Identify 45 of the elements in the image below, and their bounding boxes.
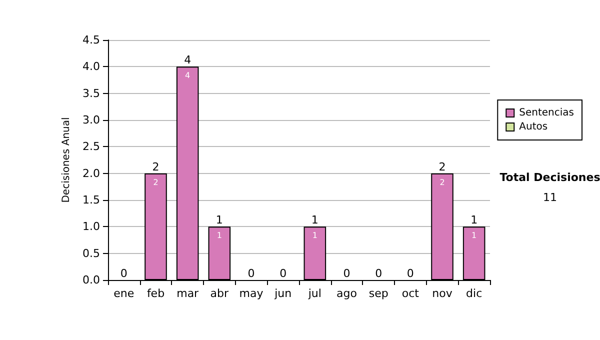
total-label: 0 xyxy=(120,267,128,280)
y-tick-label: 3.5 xyxy=(82,86,100,100)
y-tick-label: 0.5 xyxy=(82,246,100,260)
x-tick-label: abr xyxy=(210,287,230,300)
total-label: 4 xyxy=(184,54,192,67)
x-tick-label: nov xyxy=(432,287,453,300)
total-label: 0 xyxy=(343,267,350,280)
total-label: 1 xyxy=(311,214,318,227)
legend-label: Autos xyxy=(519,122,548,132)
data-label: 1 xyxy=(216,231,222,240)
x-tick-label: sep xyxy=(368,287,388,300)
x-tick-label: jun xyxy=(274,287,292,300)
y-tick-label: 3.0 xyxy=(82,114,100,126)
data-label: 4 xyxy=(185,71,190,80)
total-label: 0 xyxy=(406,267,414,280)
text: 11 xyxy=(543,191,557,204)
y-tick-label: 0.0 xyxy=(82,274,100,286)
y-tick-label: 4.5 xyxy=(82,34,100,46)
data-label: 1 xyxy=(472,231,477,240)
x-tick-label: ago xyxy=(336,287,358,300)
x-tick-label: may xyxy=(239,287,264,300)
total-label: 1 xyxy=(216,214,223,227)
data-label: 1 xyxy=(312,231,318,240)
x-tick-label: jul xyxy=(307,287,322,300)
total-label: 0 xyxy=(248,267,255,280)
x-tick-label: ene xyxy=(114,287,134,300)
x-tick-label: mar xyxy=(176,287,200,300)
y-tick-label: 2.5 xyxy=(82,140,100,154)
total-label: 0 xyxy=(375,267,382,280)
data-label: 2 xyxy=(153,178,158,187)
x-tick-label: dic xyxy=(466,287,482,300)
legend-label: Sentencias xyxy=(519,108,574,118)
total-label: 2 xyxy=(438,160,446,174)
y-tick-label: 4.0 xyxy=(82,60,100,74)
x-tick-label: feb xyxy=(146,287,165,300)
text: Total Decisiones xyxy=(500,171,600,184)
y-axis-title: Decisiones Anual xyxy=(61,117,72,203)
y-tick-label: 2.0 xyxy=(82,166,100,180)
total-label: 2 xyxy=(152,160,160,174)
y-tick-label: 1.0 xyxy=(82,220,100,234)
total-label: 1 xyxy=(470,214,478,227)
data-label: 2 xyxy=(440,178,445,187)
x-tick-label: oct xyxy=(402,287,420,300)
y-tick-label: 1.5 xyxy=(82,194,100,206)
total-label: 0 xyxy=(280,267,287,280)
